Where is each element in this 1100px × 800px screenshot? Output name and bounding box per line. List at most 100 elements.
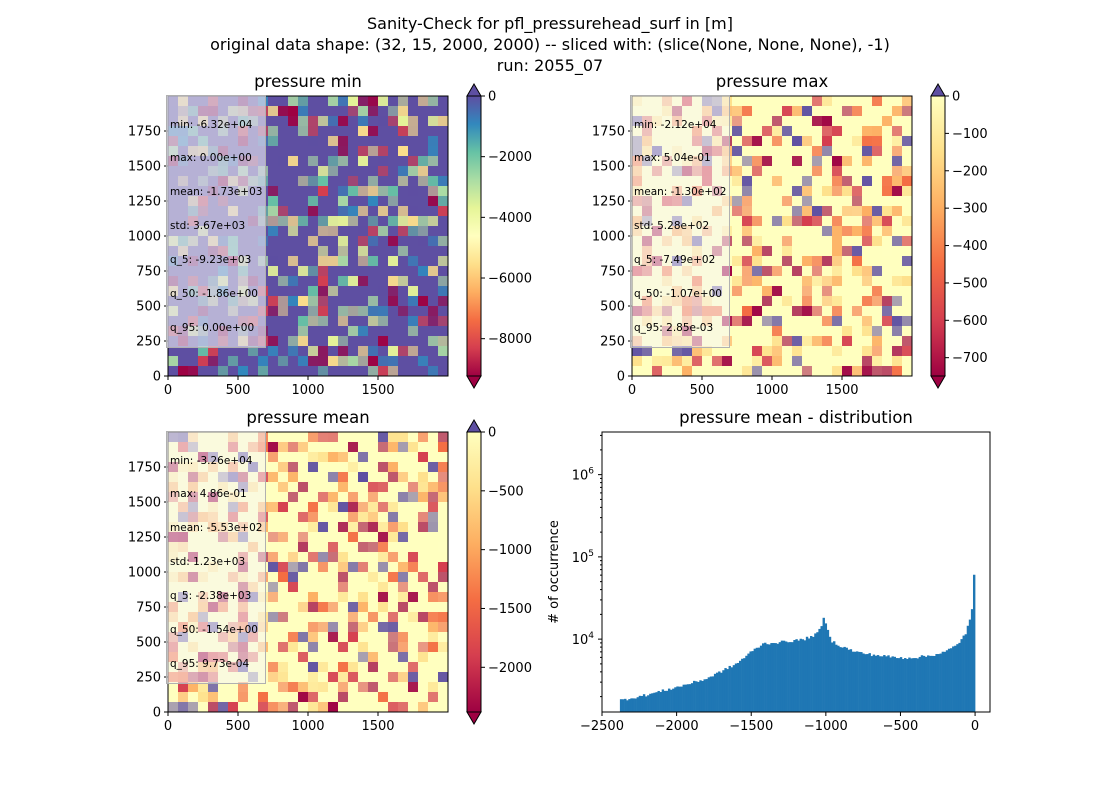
y-tick-label: 1500 <box>592 160 625 175</box>
heatmap-cell <box>732 256 742 266</box>
heatmap-cell <box>288 156 298 166</box>
heatmap-cell <box>368 306 378 316</box>
heatmap-cell <box>872 206 882 216</box>
heatmap-cell <box>338 276 348 286</box>
heatmap-cell <box>632 356 642 366</box>
heatmap-cell <box>408 492 418 502</box>
heatmap-cell <box>368 296 378 306</box>
heatmap-cell <box>418 642 428 652</box>
heatmap-cell <box>388 572 398 582</box>
heatmap-cell <box>278 106 288 116</box>
histogram-bar <box>855 651 859 712</box>
heatmap-cell <box>378 366 388 376</box>
x-tick-label: 500 <box>226 719 251 734</box>
heatmap-cell <box>852 266 862 276</box>
heatmap-cell <box>712 356 722 366</box>
heatmap-cell <box>358 356 368 366</box>
y-tick-label: 1500 <box>128 496 161 511</box>
heatmap-cell <box>812 146 822 156</box>
histogram-bar <box>795 639 798 712</box>
heatmap-cell <box>328 432 338 442</box>
heatmap-cell <box>662 356 672 366</box>
heatmap-cell <box>318 552 328 562</box>
heatmap-cell <box>902 236 912 246</box>
histogram-bar <box>672 688 675 712</box>
heatmap-cell <box>288 442 298 452</box>
heatmap-cell <box>802 286 812 296</box>
histogram-bar <box>782 640 786 712</box>
heatmap-cell <box>398 562 408 572</box>
heatmap-cell <box>862 316 872 326</box>
heatmap-cell <box>308 682 318 692</box>
heatmap-cell <box>438 296 448 306</box>
heatmap-cell <box>438 432 448 442</box>
colorbar-tick-label: −200 <box>952 164 988 179</box>
heatmap-cell <box>812 276 822 286</box>
heatmap-cell <box>378 462 388 472</box>
heatmap-cell <box>418 512 428 522</box>
heatmap-panel: 0 500 1000 1500 0 250 500 750 1000 1250 1500 1750 <box>128 95 449 398</box>
heatmap-cell <box>428 522 438 532</box>
y-tick-label: 500 <box>600 300 625 315</box>
heatmap-cell <box>752 306 762 316</box>
histogram-bar <box>914 658 917 712</box>
heatmap-cell <box>882 366 892 376</box>
histogram-bar <box>937 654 940 712</box>
heatmap-cell <box>722 356 732 366</box>
heatmap-cell <box>862 206 872 216</box>
heatmap-cell <box>318 256 328 266</box>
heatmap-cell <box>732 286 742 296</box>
heatmap-cell <box>852 256 862 266</box>
heatmap-cell <box>288 572 298 582</box>
heatmap-cell <box>368 612 378 622</box>
heatmap-cell <box>752 246 762 256</box>
heatmap-cell <box>892 316 902 326</box>
histogram-bar <box>732 665 736 712</box>
heatmap-cell <box>338 226 348 236</box>
heatmap-cell <box>428 266 438 276</box>
heatmap-cell <box>892 276 902 286</box>
heatmap-cell <box>842 176 852 186</box>
heatmap-cell <box>408 216 418 226</box>
heatmap-cell <box>862 196 872 206</box>
heatmap-cell <box>732 116 742 126</box>
heatmap-cell <box>358 156 368 166</box>
heatmap-cell <box>408 346 418 356</box>
y-tick-label: 250 <box>136 335 161 350</box>
panel-title-pressure-max: pressure max <box>715 72 829 91</box>
heatmap-cell <box>802 346 812 356</box>
heatmap-cell <box>398 492 408 502</box>
heatmap-cell <box>882 336 892 346</box>
heatmap-cell <box>398 346 408 356</box>
heatmap-cell <box>318 246 328 256</box>
heatmap-cell <box>318 266 328 276</box>
heatmap-cell <box>358 186 368 196</box>
heatmap-cell <box>852 126 862 136</box>
heatmap-cell <box>752 236 762 246</box>
y-tick-label: 750 <box>136 601 161 616</box>
heatmap-cell <box>408 522 418 532</box>
heatmap-cell <box>378 116 388 126</box>
heatmap-cell <box>438 176 448 186</box>
heatmap-cell <box>398 472 408 482</box>
heatmap-cell <box>682 366 692 376</box>
colorbar-tick-label: −100 <box>952 127 988 142</box>
heatmap-cell <box>318 602 328 612</box>
heatmap-cell <box>792 96 802 106</box>
stat-q95: q_95: 0.00e+00 <box>170 321 255 334</box>
heatmap-cell <box>408 562 418 572</box>
heatmap-cell <box>882 186 892 196</box>
heatmap-cell <box>318 432 328 442</box>
heatmap-cell <box>278 156 288 166</box>
heatmap-cell <box>368 166 378 176</box>
heatmap-cell <box>862 236 872 246</box>
heatmap-cell <box>338 592 348 602</box>
histogram-bar <box>772 643 775 712</box>
heatmap-cell <box>782 136 792 146</box>
heatmap-cell <box>368 512 378 522</box>
histogram-bar <box>947 648 951 712</box>
heatmap-cell <box>762 106 772 116</box>
heatmap-cell <box>428 336 438 346</box>
stat-std: std: 1.23e+03 <box>170 556 246 569</box>
heatmap-cell <box>288 662 298 672</box>
